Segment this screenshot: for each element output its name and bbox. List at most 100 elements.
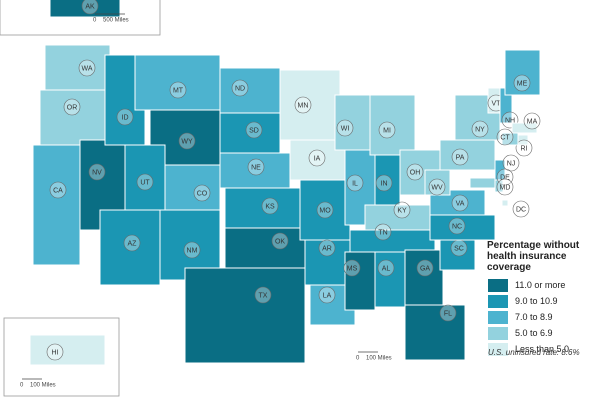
state-label-badge (448, 217, 466, 235)
state-label: NM (187, 247, 198, 254)
state-label-badge (178, 132, 196, 150)
state-label: ME (517, 80, 528, 87)
state-label-badge (375, 174, 393, 192)
state-label: ND (235, 85, 245, 92)
state-label: ID (122, 114, 129, 121)
state (29, 334, 106, 366)
state (299, 179, 351, 241)
state-label-badge (416, 259, 434, 277)
state-label: UT (140, 179, 150, 186)
state (439, 139, 496, 171)
state-label: MS (347, 265, 358, 272)
state-label: IL (352, 180, 358, 187)
state (349, 229, 436, 253)
state (344, 149, 376, 226)
state-label: MO (319, 207, 331, 214)
state-label: MN (298, 102, 309, 109)
state-label: DE (500, 174, 510, 181)
state-label: NJ (507, 160, 516, 167)
state (304, 239, 351, 286)
state-label-badge (183, 241, 201, 259)
state (404, 304, 466, 361)
state-label: VA (456, 200, 465, 207)
state-label: NV (92, 169, 102, 176)
state (184, 267, 306, 364)
state-label: HI (52, 349, 59, 356)
state-label: CT (500, 134, 510, 141)
scale-end: 100 Miles (366, 356, 392, 362)
state-label-badge (496, 168, 514, 186)
state-label-badge (318, 286, 336, 304)
legend-swatch (487, 341, 509, 357)
state-label: RI (521, 145, 528, 152)
state-label-badge (523, 112, 541, 130)
scale-start: 0 (93, 18, 97, 24)
alaska-inset-frame (0, 0, 161, 36)
state-label-badge (393, 201, 411, 219)
legend-item: Less than 5.0 (487, 341, 597, 357)
state-label: SD (249, 127, 259, 134)
legend-title: Percentage without health insurance cove… (487, 240, 580, 273)
state-label-badge (247, 158, 265, 176)
state-label: OH (410, 169, 421, 176)
state (501, 132, 519, 146)
state-label-badge (271, 232, 289, 250)
state-label-badge (377, 259, 395, 277)
state (219, 67, 281, 114)
state-label: MA (527, 118, 538, 125)
legend-item: 7.0 to 8.9 (487, 309, 597, 325)
state-label: SC (454, 245, 464, 252)
scale-start: 0 (356, 356, 360, 362)
state (134, 54, 221, 111)
state-label-badge (496, 178, 514, 196)
state-label: TN (378, 229, 387, 236)
state-label-badge (502, 154, 520, 172)
state-label-badge (336, 119, 354, 137)
state (504, 49, 541, 96)
state-label: AL (382, 265, 391, 272)
state-label-badge (513, 74, 531, 92)
state-label-badge (406, 163, 424, 181)
state-label: KY (397, 207, 407, 214)
state-label-badge (346, 174, 364, 192)
state-label: PA (456, 154, 465, 161)
state-label-badge (88, 163, 106, 181)
state (224, 227, 306, 269)
state (374, 251, 406, 308)
state (374, 154, 401, 206)
state-label-badge (496, 128, 514, 146)
state-label-badge (343, 259, 361, 277)
state-label-badge (515, 139, 533, 157)
state-label: NH (505, 117, 515, 124)
state-label-badge (374, 223, 392, 241)
state (469, 177, 496, 189)
state-label-badge (428, 178, 446, 196)
state (439, 239, 476, 271)
state-label-badge (451, 148, 469, 166)
legend-swatch (487, 277, 509, 293)
state-label: WA (81, 65, 92, 72)
state (279, 69, 341, 141)
state-label-badge (451, 194, 469, 212)
state-label-badge (261, 197, 279, 215)
state-label-badge (254, 286, 272, 304)
state-label-badge (308, 149, 326, 167)
state-label: KS (265, 203, 275, 210)
state-label-badge (116, 108, 134, 126)
state-label-badge (123, 234, 141, 252)
state (344, 251, 376, 311)
legend-swatch (487, 309, 509, 325)
state-label-badge (46, 343, 64, 361)
state-label: WY (181, 138, 193, 145)
state-label-badge (231, 79, 249, 97)
state-label: WV (431, 184, 443, 191)
state-label: AZ (128, 240, 138, 247)
state-label: MT (173, 87, 184, 94)
legend-item: 9.0 to 10.9 (487, 293, 597, 309)
state-label: OR (67, 104, 78, 111)
hawaii-inset-frame (3, 317, 120, 397)
state-label-badge (471, 120, 489, 138)
state-label-badge (169, 81, 187, 99)
legend-label: 11.0 or more (515, 280, 566, 290)
state-label: MI (383, 127, 391, 134)
